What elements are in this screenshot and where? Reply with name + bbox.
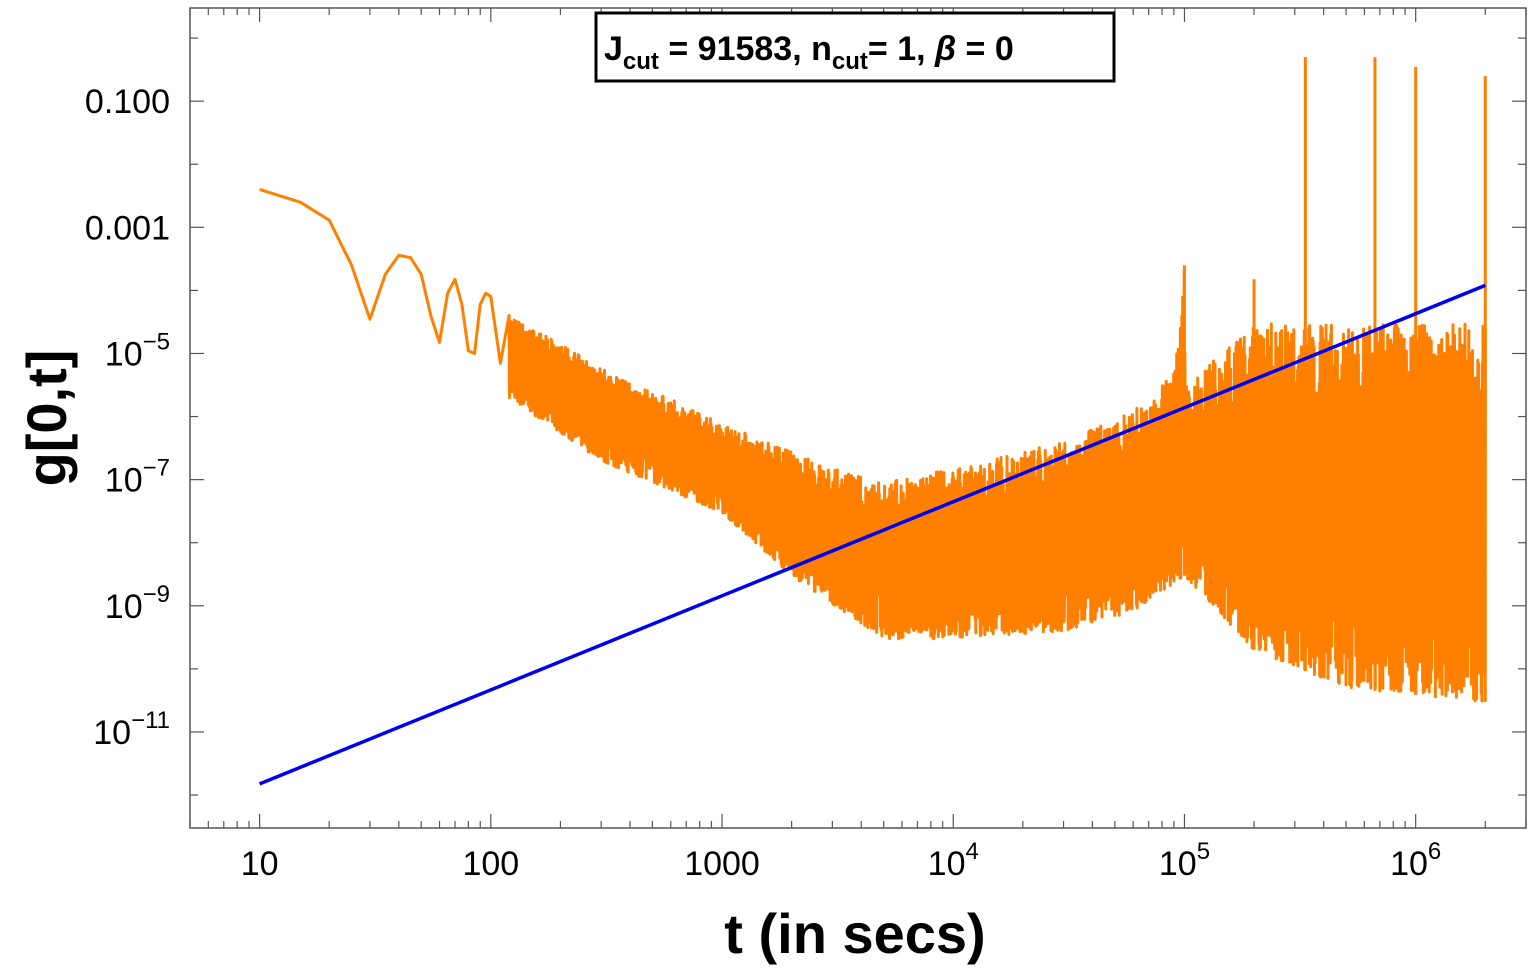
svg-text:Jcut = 91583, ncut= 1, β = 0: Jcut = 91583, ncut= 1, β = 0 (604, 30, 1014, 75)
legend-n-symbol: n (811, 30, 832, 68)
x-tick-label: 100 (462, 845, 519, 883)
x-tick-label-exponent: 6 (1428, 838, 1441, 865)
y-tick-label: 0.001 (85, 209, 170, 247)
y-tick-label: 10−7 (105, 455, 170, 500)
legend-beta-value: = 0 (956, 30, 1014, 68)
y-tick-label-base: 10 (105, 462, 143, 500)
legend-beta-symbol: β (934, 30, 956, 68)
orange-series-line (259, 187, 1487, 703)
x-tick-label: 10 (241, 845, 279, 883)
legend-j-symbol: J (604, 30, 623, 68)
x-tick-label-exponent: 4 (965, 838, 978, 865)
y-tick-label: 10−5 (105, 328, 170, 373)
x-tick-label: 106 (1390, 838, 1441, 883)
blue-fit-line (258, 283, 1486, 786)
plot-frame (189, 7, 1527, 829)
x-tick-label: 104 (928, 838, 979, 883)
y-tick-label-base: 10 (105, 588, 143, 626)
legend-j-subscript: cut (623, 48, 659, 75)
y-tick-label-exponent: −7 (143, 455, 170, 482)
x-tick-label: 105 (1159, 838, 1210, 883)
y-tick-label-base: 10 (93, 714, 131, 752)
x-axis-title: t (in secs) (724, 902, 985, 965)
y-tick-label: 10−11 (93, 707, 170, 752)
y-tick-label-exponent: −9 (143, 581, 170, 608)
legend-n-subscript: cut (832, 48, 868, 75)
x-tick-label-base: 10 (928, 845, 966, 883)
x-tick-label-base: 10 (1159, 845, 1197, 883)
legend-box: Jcut = 91583, ncut= 1, β = 0 (594, 11, 1116, 83)
y-axis-title: g[0,t] (15, 350, 78, 487)
x-tick-label: 1000 (684, 845, 760, 883)
y-tick-label-exponent: −5 (143, 328, 170, 355)
legend-n-value: = 1, (868, 30, 935, 68)
y-tick-label: 10−9 (105, 581, 170, 626)
legend-j-value: = 91583, (659, 30, 811, 68)
y-tick-label: 0.100 (85, 83, 170, 121)
series-group (258, 57, 1487, 786)
x-tick-label-exponent: 5 (1197, 838, 1210, 865)
x-tick-labels: 10 100 1000 104 105 106 (241, 838, 1442, 883)
x-tick-label-base: 10 (1390, 845, 1428, 883)
y-tick-label-base: 10 (105, 335, 143, 373)
y-tick-label-exponent: −11 (131, 707, 170, 734)
